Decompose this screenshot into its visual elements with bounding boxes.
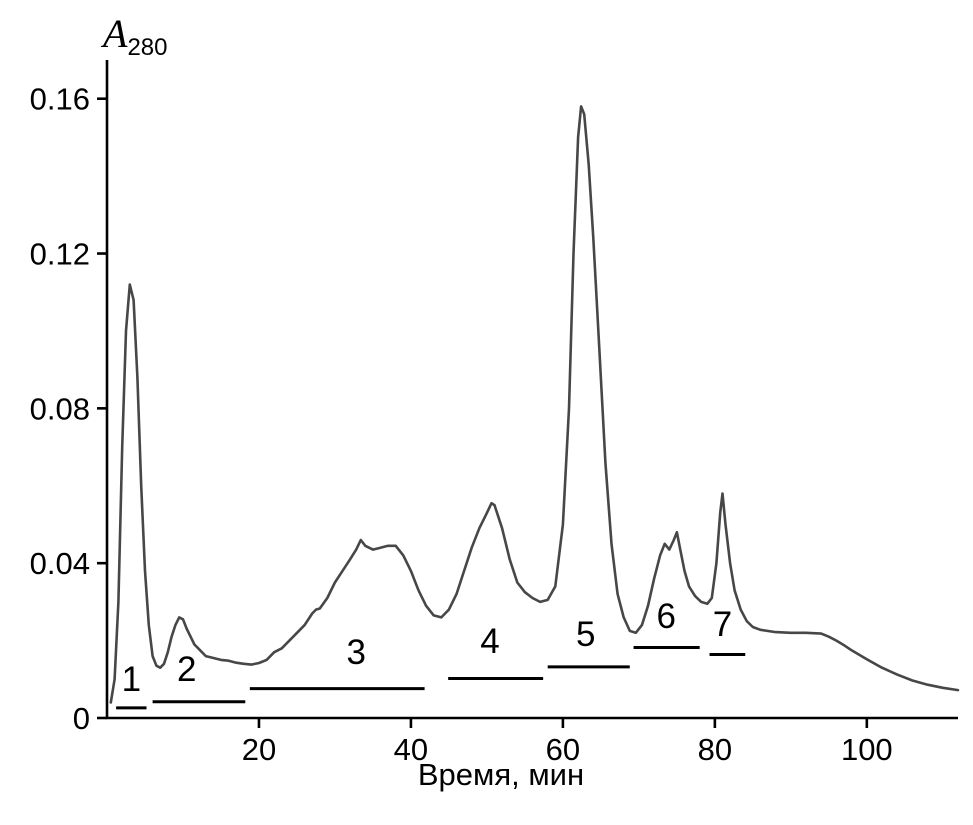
x-tick-label: 80 (698, 732, 732, 767)
fraction-4-label: 4 (480, 622, 499, 661)
fraction-2-label: 2 (177, 650, 196, 689)
fraction-1-label: 1 (122, 660, 141, 699)
x-tick-label: 20 (242, 732, 276, 767)
chromatogram-curve (109, 105, 960, 704)
y-tick-label: 0.12 (30, 237, 90, 272)
fraction-3-label: 3 (346, 633, 365, 672)
y-tick-label: 0.16 (30, 82, 90, 117)
y-axis-title: A280 (103, 10, 167, 62)
y-tick-label: 0.08 (30, 391, 90, 426)
y-tick-label: 0.04 (30, 546, 90, 581)
y-axis-title-sub: 280 (127, 34, 168, 61)
fraction-6-label: 6 (656, 597, 675, 636)
x-axis-title: Время, мин (417, 757, 585, 792)
y-axis-title-main: A (103, 11, 128, 56)
fraction-7-label: 7 (713, 605, 732, 644)
x-tick-label: 100 (841, 732, 893, 767)
fraction-5-label: 5 (576, 615, 595, 654)
axes (105, 60, 958, 720)
x-tick-label: 60 (546, 732, 580, 767)
y-tick-label: 0 (73, 701, 90, 736)
x-tick-label: 40 (394, 732, 428, 767)
